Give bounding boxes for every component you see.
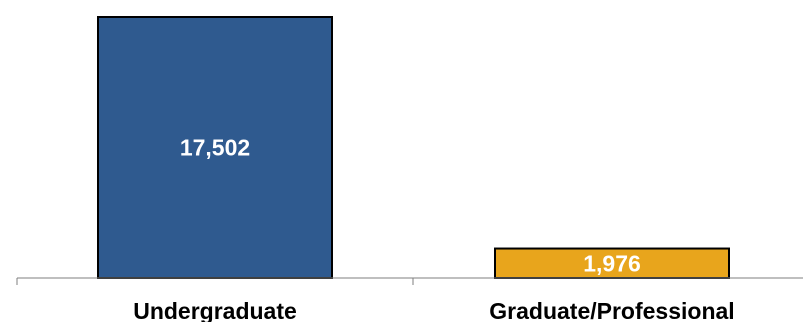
data-label: 17,502 — [180, 135, 250, 161]
bar-undergraduate — [97, 16, 333, 279]
category-label: Graduate/Professional — [489, 298, 734, 322]
labels-layer: 17,502 Undergraduate 1,976 Graduate/Profess… — [133, 135, 735, 322]
data-label: 1,976 — [583, 250, 641, 276]
category-label: Undergraduate — [133, 298, 297, 322]
bars-layer — [97, 16, 730, 280]
